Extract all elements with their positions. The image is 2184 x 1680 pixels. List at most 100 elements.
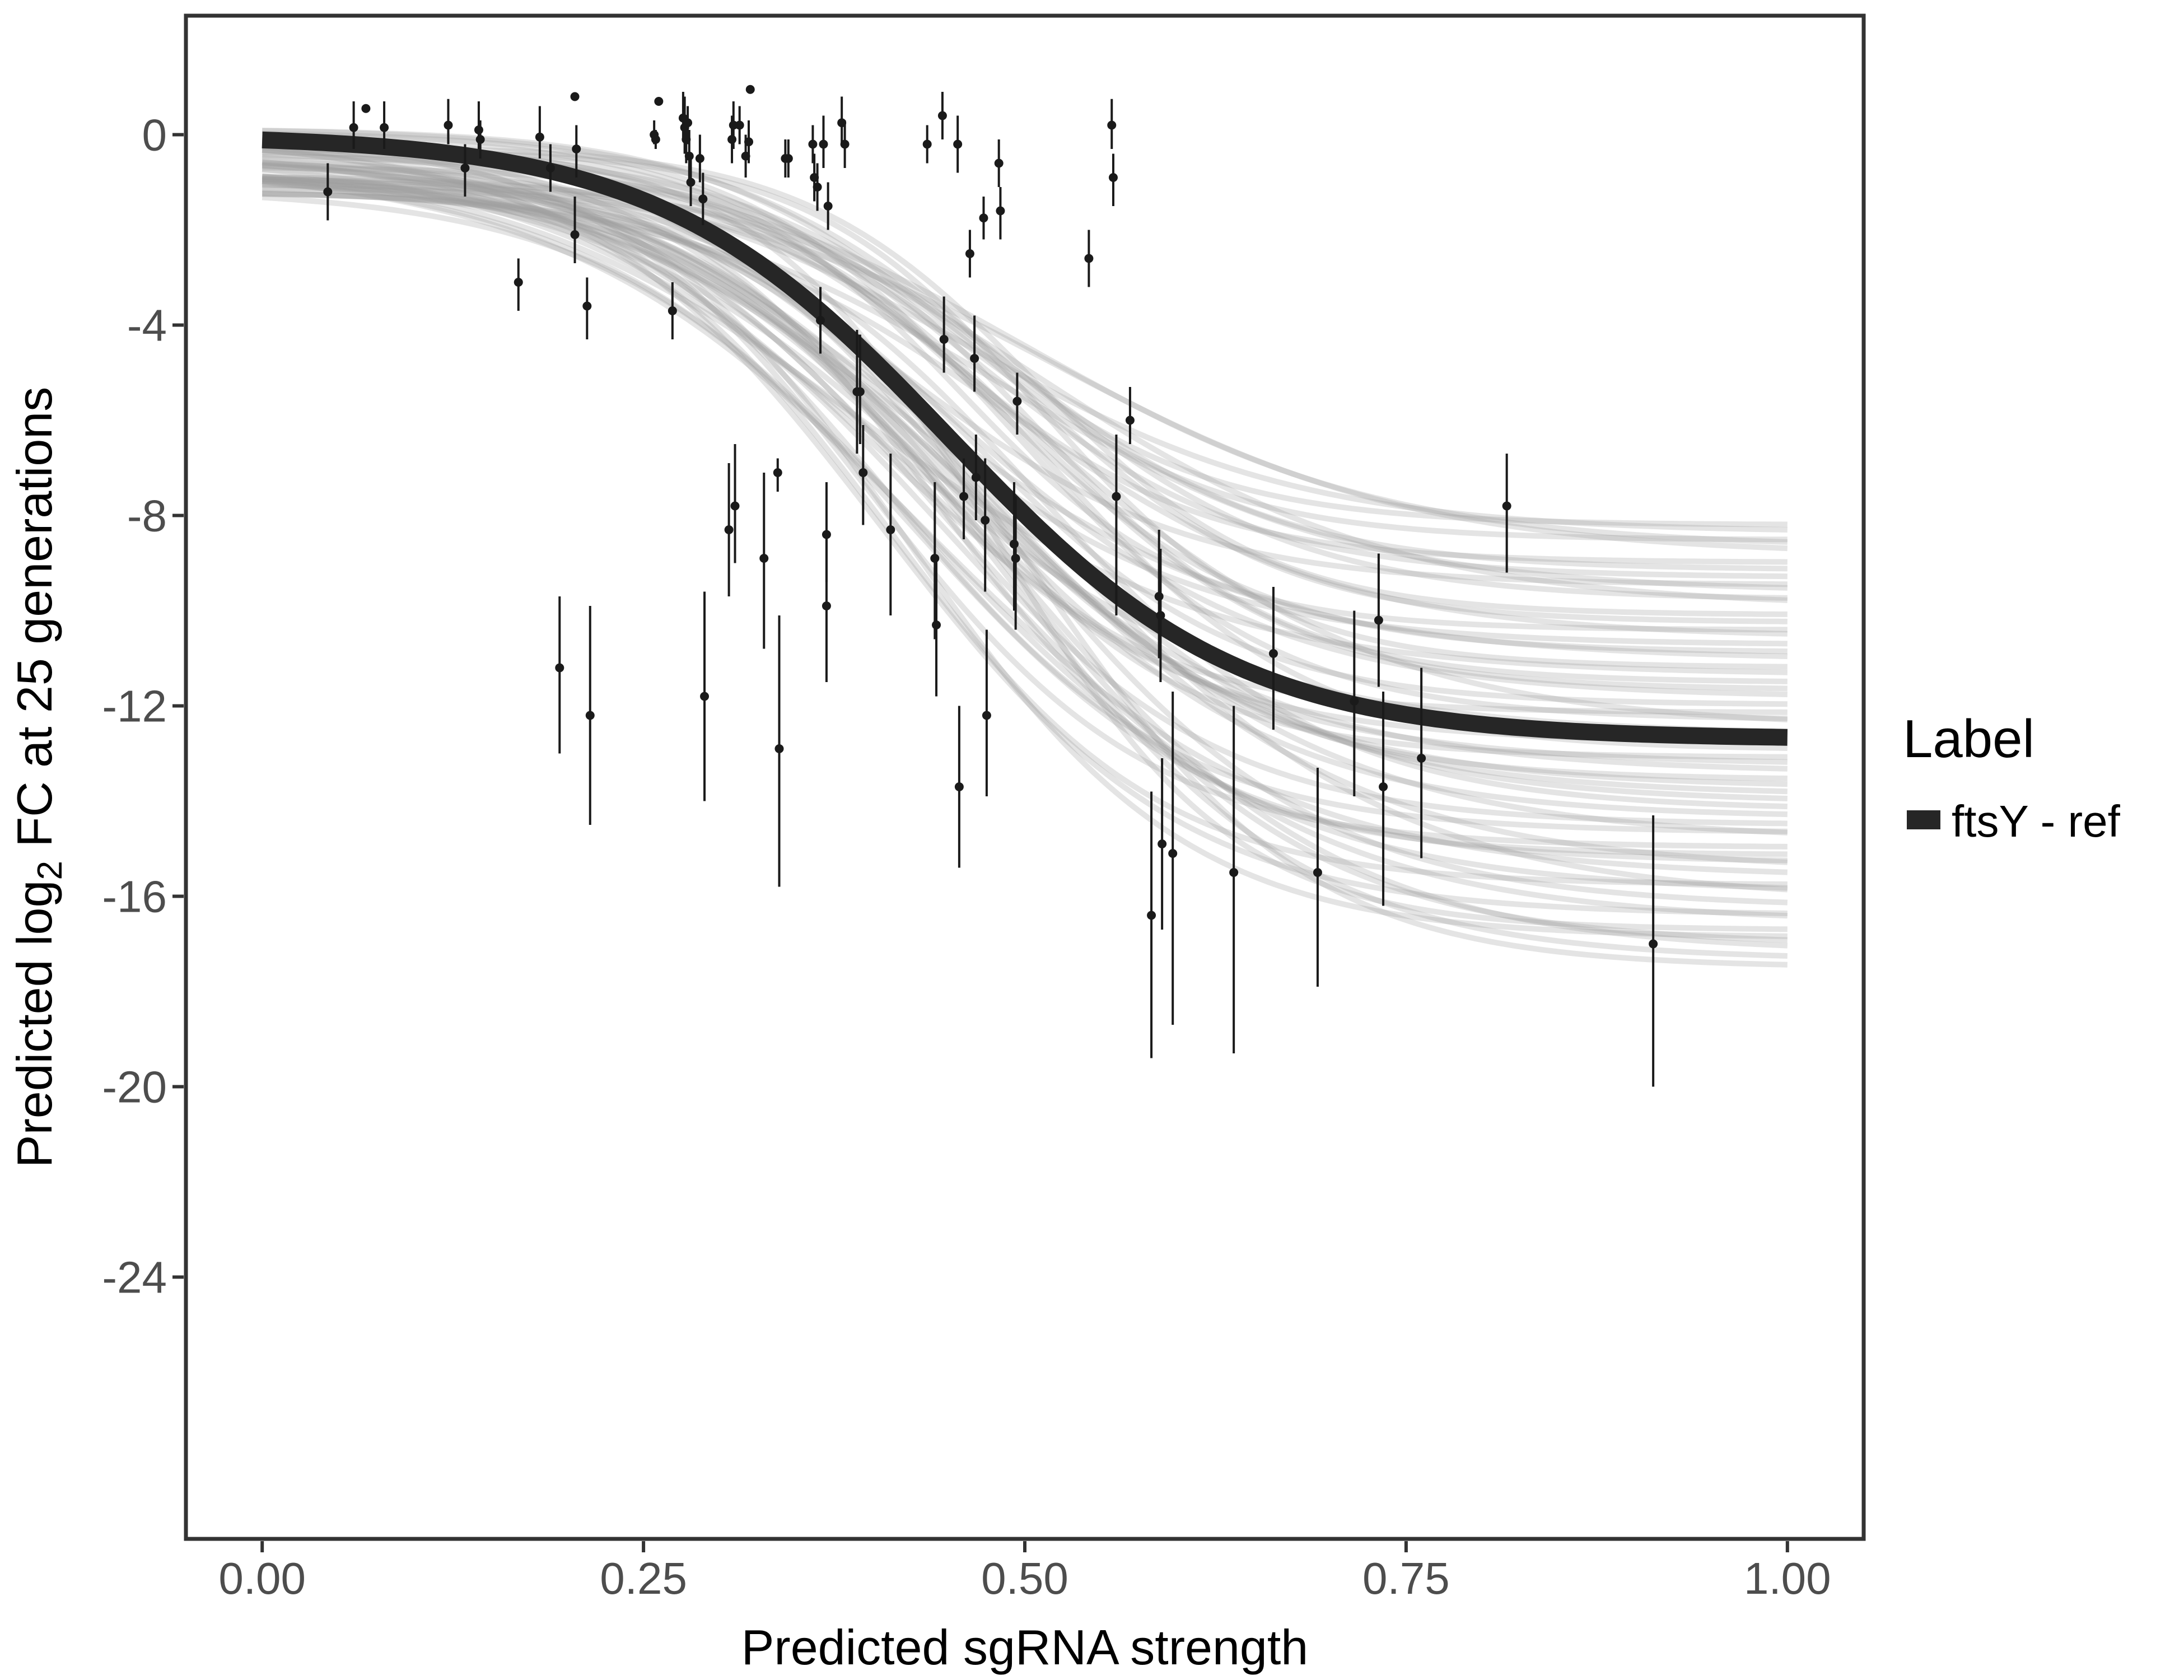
point-marker: [570, 92, 580, 101]
point-marker: [570, 230, 580, 239]
point-marker: [1112, 492, 1121, 501]
posterior-draw-curve: [262, 175, 1788, 781]
data-point: [982, 629, 991, 796]
point-marker: [1154, 592, 1164, 601]
data-point: [937, 92, 947, 139]
point-marker: [1374, 615, 1383, 625]
point-marker: [444, 120, 453, 130]
data-point: [823, 182, 833, 230]
point-marker: [1156, 611, 1165, 620]
posterior-draw-curve: [262, 142, 1788, 939]
point-marker: [981, 516, 990, 525]
point-marker: [1168, 849, 1178, 858]
data-point: [996, 187, 1005, 240]
posterior-draw-curve: [262, 147, 1788, 670]
data-point: [1268, 587, 1278, 730]
data-point: [1107, 99, 1117, 149]
data-point: [932, 558, 941, 697]
data-point: [1156, 549, 1165, 682]
point-marker: [922, 139, 932, 149]
point-marker: [744, 137, 754, 147]
data-point: [981, 458, 990, 592]
point-marker: [730, 501, 740, 511]
point-marker: [724, 525, 734, 534]
posterior-draw-curve: [262, 165, 1788, 684]
data-point: [651, 130, 660, 149]
posterior-draw-curve: [262, 174, 1788, 818]
point-marker: [1502, 501, 1511, 511]
point-marker: [361, 104, 371, 113]
y-tick-label: -4: [127, 301, 167, 351]
data-point: [1147, 791, 1156, 1058]
posterior-draw-curve: [262, 176, 1788, 949]
data-point: [535, 106, 544, 158]
data-point: [475, 120, 485, 158]
point-marker: [996, 206, 1005, 216]
posterior-draw-curve: [262, 182, 1788, 624]
point-marker: [727, 135, 737, 144]
y-tick-label: -20: [102, 1062, 167, 1112]
point-marker: [1084, 254, 1094, 263]
data-point: [700, 591, 710, 801]
data-point: [698, 172, 708, 225]
posterior-draw-curve: [262, 147, 1788, 916]
point-marker: [965, 249, 974, 258]
data-point: [745, 85, 755, 94]
point-marker: [813, 183, 822, 192]
posterior-draw-curve: [262, 191, 1788, 707]
point-marker: [654, 97, 664, 106]
point-marker: [380, 123, 389, 132]
posterior-draw-curve: [262, 179, 1788, 891]
data-point: [1374, 553, 1383, 687]
point-marker: [1313, 868, 1322, 877]
posterior-draw-curve: [262, 186, 1788, 760]
data-point: [819, 115, 828, 168]
posterior-draw-curve: [262, 147, 1788, 765]
data-point: [970, 315, 979, 392]
data-point: [939, 296, 949, 373]
point-marker: [460, 164, 470, 172]
point-marker: [323, 187, 333, 197]
data-point: [1084, 230, 1094, 287]
data-point: [1125, 387, 1135, 444]
posterior-draw-curve: [262, 174, 1788, 692]
data-point: [822, 534, 831, 682]
point-marker: [1125, 416, 1135, 425]
x-tick-label: 1.00: [1744, 1553, 1831, 1603]
point-marker: [1649, 939, 1658, 949]
point-marker: [840, 139, 850, 149]
data-point: [994, 139, 1004, 187]
data-point: [668, 282, 677, 339]
point-marker: [954, 782, 964, 791]
posterior-draw-curve: [262, 174, 1788, 675]
posterior-draw-curve: [262, 132, 1788, 580]
posterior-draw-curve: [262, 176, 1788, 810]
point-marker: [816, 316, 825, 325]
plot-panel-border: [184, 13, 1866, 1541]
data-point: [959, 458, 969, 539]
data-point: [460, 144, 470, 197]
point-marker: [745, 85, 755, 94]
posterior-draw-curve: [262, 130, 1788, 721]
legend-key-ftsy-ref: [1907, 810, 1940, 829]
y-axis-title-part-2: FC at 25 generations: [7, 387, 62, 861]
posterior-draw-curve: [262, 137, 1788, 787]
posterior-draw-curve: [262, 128, 1788, 601]
posterior-draw-curve: [262, 178, 1788, 875]
point-marker: [1147, 911, 1156, 920]
point-marker: [572, 144, 581, 153]
data-point: [808, 125, 818, 164]
posterior-draw-curve: [262, 180, 1788, 959]
fit-curve-layer: [262, 131, 1788, 746]
data-point: [744, 120, 754, 164]
data-point: [1379, 692, 1388, 906]
data-point: [380, 101, 389, 149]
data-point: [774, 615, 784, 887]
data-point: [323, 163, 333, 221]
point-marker: [545, 164, 555, 172]
data-point: [953, 115, 963, 173]
data-point: [570, 92, 580, 101]
posterior-draw-curve: [262, 144, 1788, 659]
point-marker: [1009, 539, 1019, 549]
